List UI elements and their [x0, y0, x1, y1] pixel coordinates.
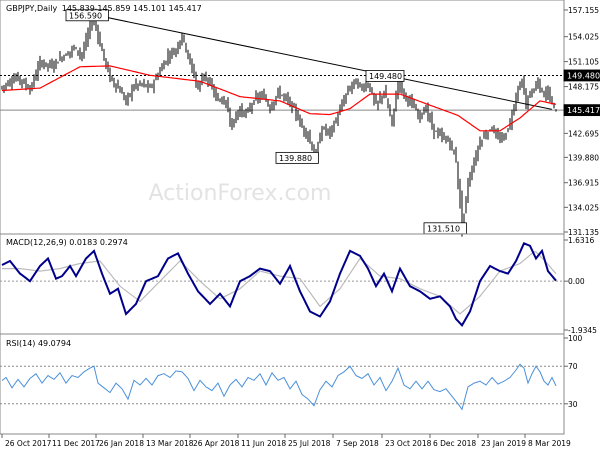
macd-line: [1, 241, 557, 327]
macd-signal-line: [2, 251, 557, 315]
macd-tick-label: 1.6316: [568, 236, 594, 245]
price-tick-label: 134.025: [568, 203, 599, 212]
rsi-pane-frame: [0, 333, 565, 435]
rsi-pane: 100 70 30 RSI(14) 49.0794: [0, 333, 583, 435]
x-tick-label: 6 Dec 2018: [433, 439, 476, 448]
rsi-tick-label: 100: [568, 334, 583, 343]
x-tick-label: 26 Apr 2018: [193, 439, 240, 448]
price-label-box: [563, 69, 600, 82]
price-tick-label: 157.155: [568, 6, 599, 15]
price-title-name: GBPJPY,Daily: [6, 4, 57, 13]
price-label-box: [65, 9, 109, 22]
macd-title: MACD(12,26,9) 0.0183 0.2974: [6, 238, 128, 247]
x-tick-label: 25 Jul 2018: [288, 439, 331, 448]
rsi-line: [1, 363, 557, 411]
price-label: 131.510: [427, 224, 460, 233]
x-tick-label: 23 Oct 2018: [385, 439, 432, 448]
x-tick-label: 26 Oct 2017: [5, 439, 52, 448]
price-label: 139.880: [279, 154, 312, 163]
rsi-tick-label: 30: [568, 400, 578, 409]
price-annotations: 156.590 139.880 131.510 149.480 145.417 149.4…: [65, 9, 600, 235]
price-label: 149.480: [567, 71, 600, 80]
rsi-tick-label: 70: [568, 362, 578, 371]
watermark: ActionForex.com: [149, 181, 332, 206]
price-candles: [1, 8, 557, 237]
price-label: 156.590: [69, 11, 102, 20]
price-label-box: [275, 151, 319, 164]
x-tick-label: 8 Mar 2019: [528, 439, 571, 448]
x-tick-label: 23 Jan 2019: [481, 439, 526, 448]
price-title: GBPJPY,Daily 145.839 145.859 145.101 145…: [6, 4, 202, 13]
x-tick-label: 11 Dec 2017: [52, 439, 100, 448]
price-label: 149.480: [369, 72, 402, 81]
x-tick-label: 26 Jan 2018: [99, 439, 144, 448]
rsi-title: RSI(14) 49.0794: [6, 339, 71, 348]
x-axis: 26 Oct 2017 11 Dec 2017 26 Jan 2018 13 Mar …: [1, 434, 571, 448]
price-label: 145.417: [567, 106, 600, 115]
price-tick-label: 139.880: [568, 153, 599, 162]
macd-ticks: 1.6316 0.00 -1.9345: [564, 236, 597, 335]
macd-pane: 1.6316 0.00 -1.9345 MACD(12,26,9) 0.0183 0…: [0, 233, 597, 335]
price-label-box: [563, 104, 600, 117]
macd-tick-label: 0.00: [568, 277, 585, 286]
price-pane: 157.155154.025151.105148.175145.250142.6…: [0, 0, 600, 237]
trendline: [93, 14, 553, 110]
moving-average-line: [1, 65, 557, 132]
price-tick-label: 142.695: [568, 129, 599, 138]
price-label-box: [365, 70, 405, 82]
price-tick-label: 136.915: [568, 179, 599, 188]
x-tick-label: 11 Jun 2018: [241, 439, 286, 448]
price-tick-label: 131.135: [568, 228, 599, 237]
x-tick-label: 13 Mar 2018: [146, 439, 194, 448]
price-tick-label: 154.025: [568, 33, 599, 42]
price-title-ohlc: 145.839 145.859 145.101 145.417: [62, 4, 202, 13]
price-tick-label: 148.175: [568, 83, 599, 92]
x-tick-label: 7 Sep 2018: [336, 439, 379, 448]
rsi-ticks: 100 70 30: [564, 334, 583, 409]
macd-tick-label: -1.9345: [568, 326, 597, 335]
price-ticks: 157.155154.025151.105148.175145.250142.6…: [564, 6, 599, 237]
price-tick-label: 151.105: [568, 58, 599, 67]
